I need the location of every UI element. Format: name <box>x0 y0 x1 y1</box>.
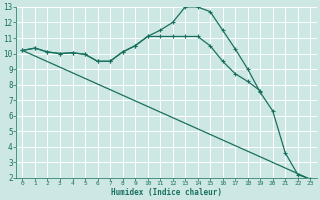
X-axis label: Humidex (Indice chaleur): Humidex (Indice chaleur) <box>111 188 222 197</box>
